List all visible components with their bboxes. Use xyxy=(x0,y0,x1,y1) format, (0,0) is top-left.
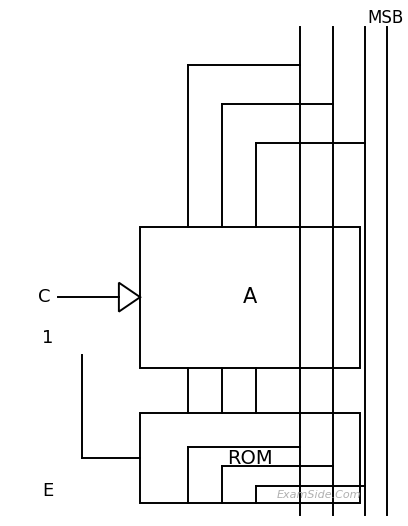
Bar xyxy=(140,227,359,368)
Text: ROM: ROM xyxy=(227,449,273,468)
Text: A: A xyxy=(243,287,257,307)
Text: MSB: MSB xyxy=(367,8,404,26)
Text: ExamSide.Com: ExamSide.Com xyxy=(277,490,361,500)
Text: E: E xyxy=(42,482,53,500)
Bar xyxy=(140,413,359,503)
Text: 1: 1 xyxy=(42,329,53,347)
Text: C: C xyxy=(38,288,50,306)
